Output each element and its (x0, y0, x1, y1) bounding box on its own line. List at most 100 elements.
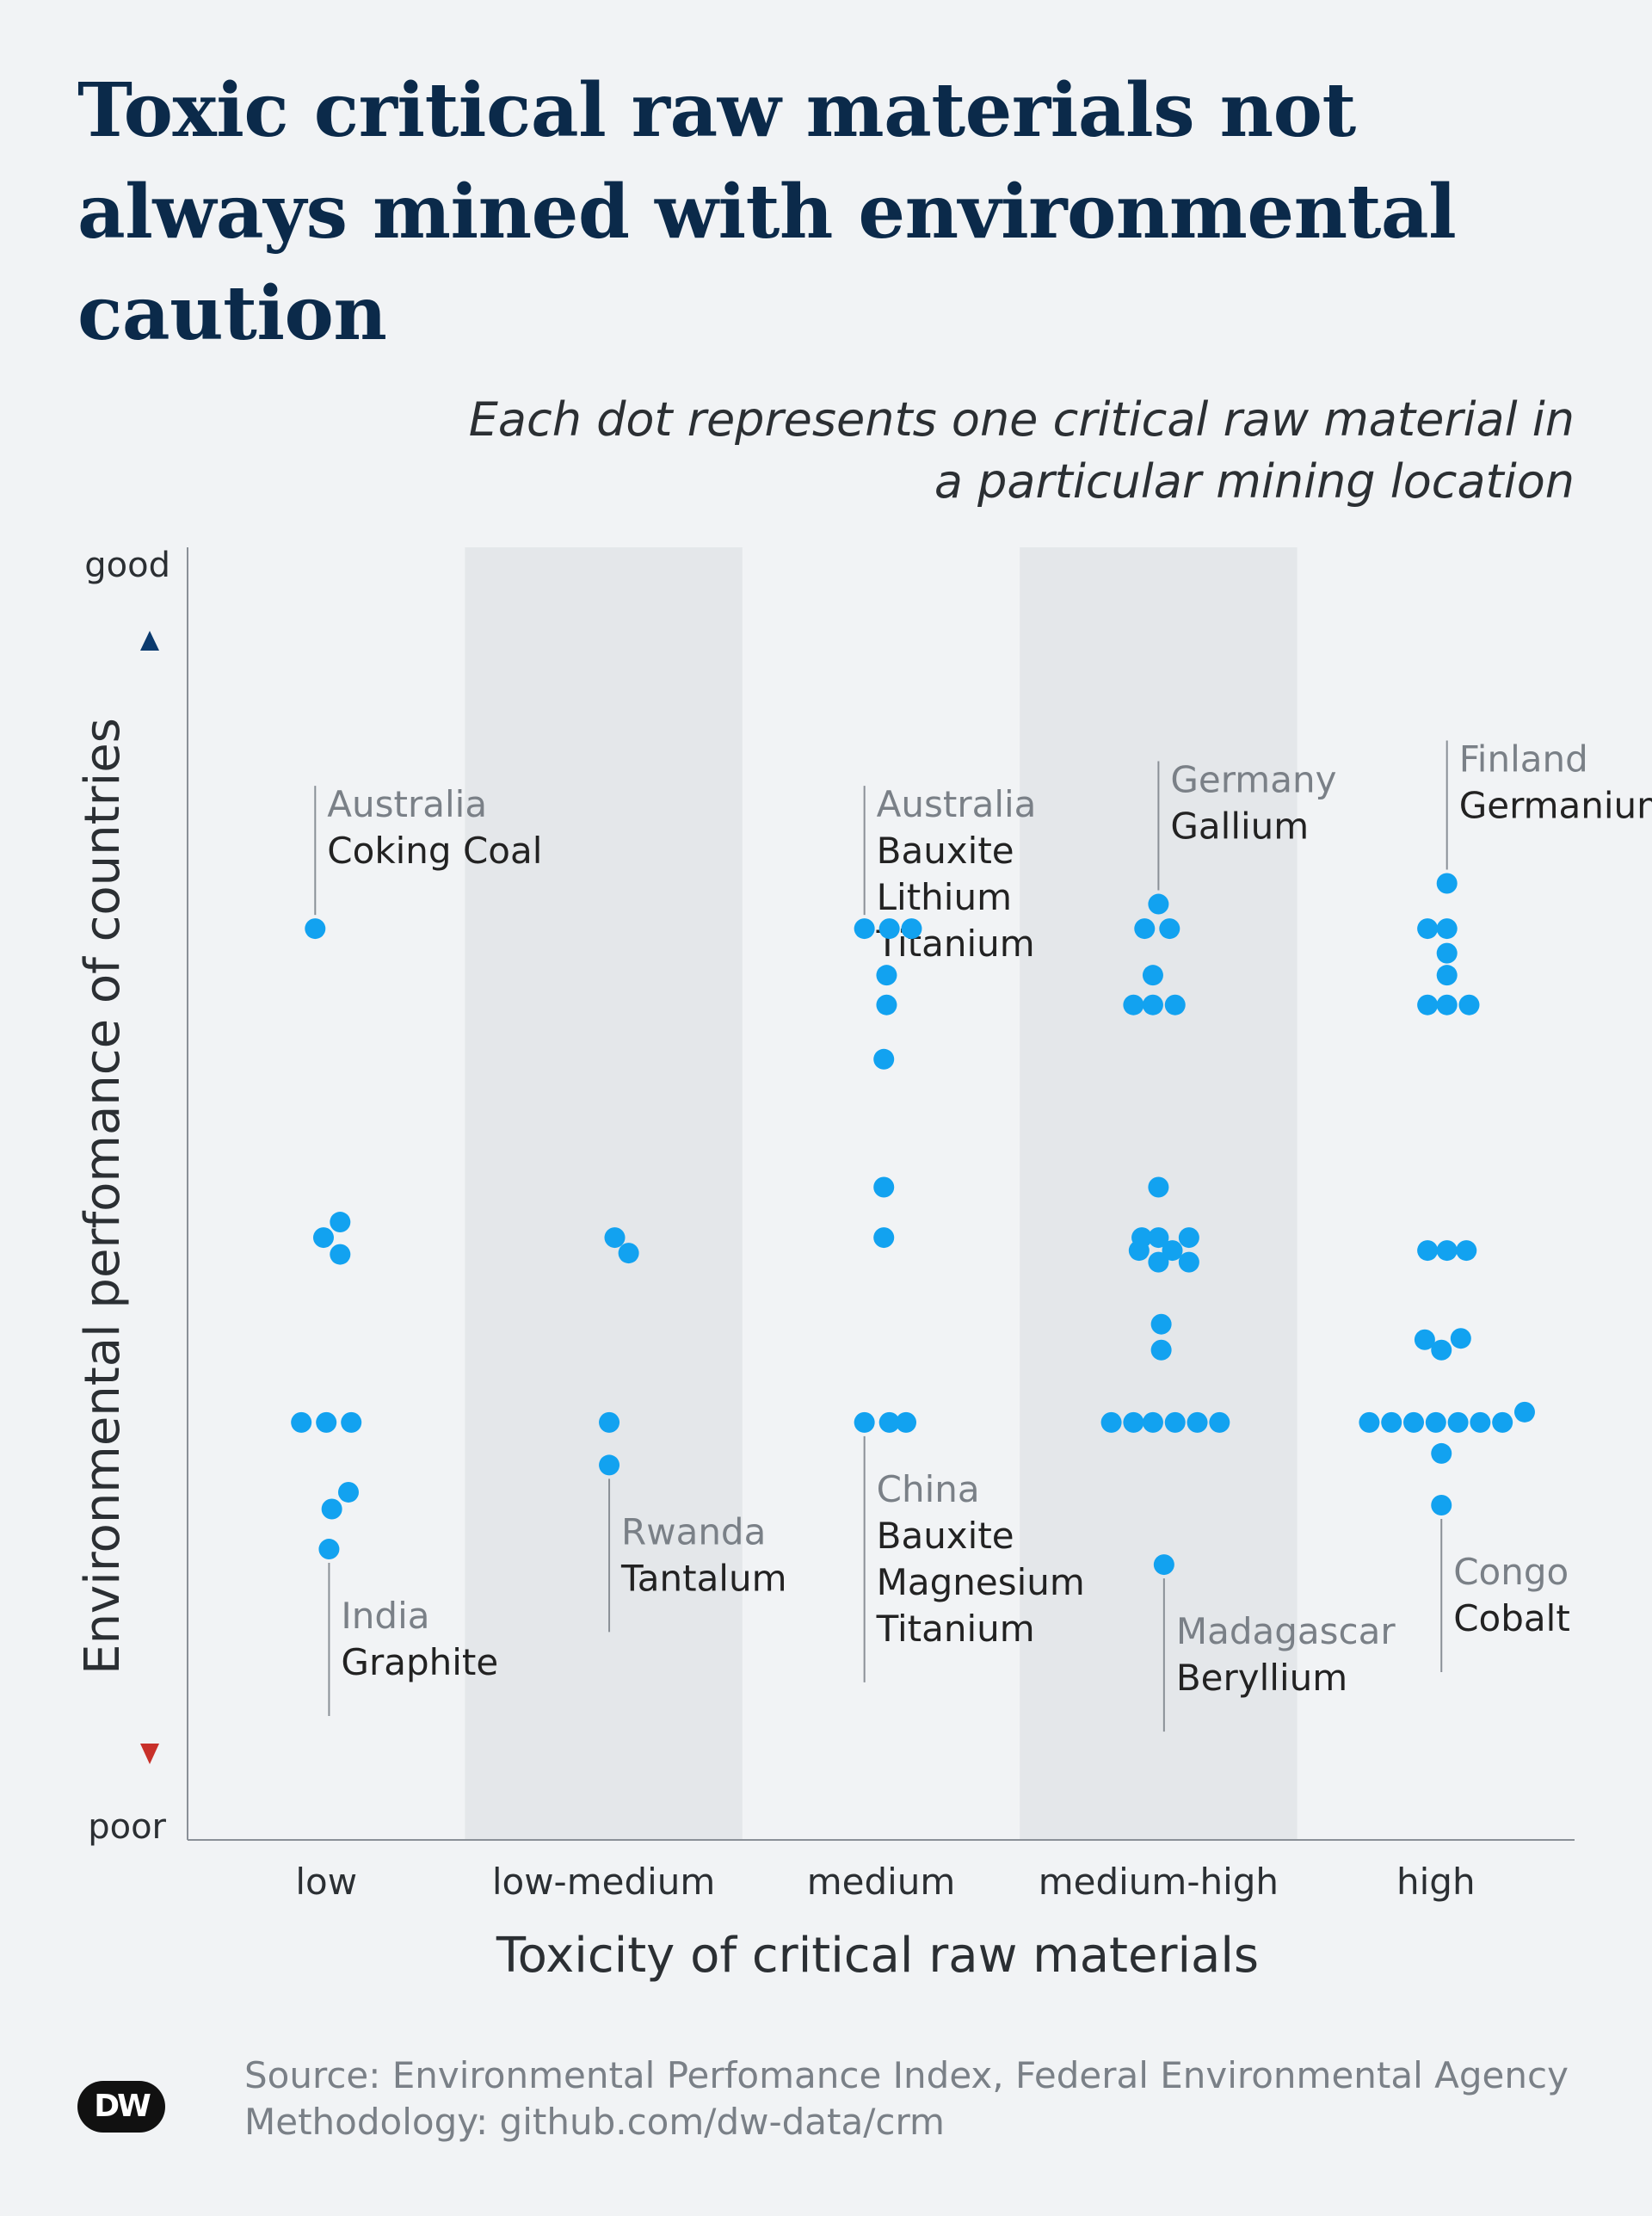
axis-labels: good poor Environmental perfomance of co… (75, 546, 1259, 1984)
x-tick-label-low-medium: low-medium (492, 1861, 716, 1903)
data-dot (854, 1411, 875, 1433)
data-dot (876, 994, 897, 1015)
data-dot (1150, 1339, 1172, 1361)
data-dot (1417, 918, 1439, 940)
data-dot (1431, 1494, 1452, 1515)
data-dot (599, 1411, 620, 1433)
data-dot (1513, 1401, 1535, 1423)
annotation-country: Finland (1459, 738, 1588, 781)
data-dot (901, 918, 922, 940)
data-dot (1436, 873, 1458, 894)
band-low-medium (465, 547, 743, 1840)
annotation-country: Rwanda (621, 1510, 766, 1552)
data-dot (1162, 1240, 1183, 1262)
chart-subtitle: Each dot represents one critical raw mat… (468, 392, 1575, 509)
data-dot (896, 1411, 917, 1433)
data-dot (1123, 994, 1144, 1015)
data-dot (291, 1411, 312, 1433)
data-dot (873, 1227, 895, 1249)
data-dot (873, 1176, 895, 1198)
data-dot (1209, 1411, 1230, 1433)
data-dot (1148, 1227, 1169, 1249)
annotation-material: Graphite (341, 1641, 498, 1683)
data-dot (1148, 1251, 1169, 1273)
x-axis-title: Toxicity of critical raw materials (496, 1928, 1259, 1984)
methodology-line: Methodology: github.com/dw-data/crm (244, 2101, 945, 2143)
data-dot (330, 1244, 351, 1265)
x-tick-label-high: high (1396, 1861, 1476, 1903)
source-note: Source: Environmental Perfomance Index, … (244, 2052, 1569, 2145)
data-dot (1492, 1411, 1513, 1433)
chart-title: Toxic critical raw materials not always … (77, 67, 1457, 357)
annotation-material: Bauxite (877, 830, 1014, 872)
data-dot (1178, 1227, 1199, 1249)
source-line: Source: Environmental Perfomance Index, … (244, 2054, 1569, 2096)
annotation-material: Coking Coal (327, 830, 542, 872)
y-axis-title: Environmental perfomance of countries (75, 718, 131, 1675)
data-dot (1100, 1411, 1122, 1433)
data-dot (1417, 1240, 1439, 1262)
data-dot (1142, 994, 1163, 1015)
data-dot (1431, 1442, 1452, 1464)
data-dot (1128, 1240, 1150, 1262)
annotation-country: Australia (327, 783, 487, 825)
annotation-country: India (341, 1595, 429, 1637)
data-dot (1450, 1328, 1471, 1349)
data-dot (1417, 994, 1439, 1015)
annotation-country: Germany (1170, 759, 1336, 801)
data-dot (1178, 1251, 1199, 1273)
x-tick-label-low: low (295, 1861, 357, 1903)
arrow-poor-head (140, 1744, 159, 1764)
data-dot (1148, 1176, 1169, 1198)
data-dot (321, 1498, 342, 1520)
data-dot (1187, 1411, 1208, 1433)
data-dot (318, 1539, 340, 1560)
data-dot (1150, 1313, 1172, 1335)
annotation-material: Gallium (1170, 806, 1309, 848)
annotation-material: Tantalum (620, 1557, 786, 1599)
data-dot (1456, 1240, 1477, 1262)
data-dot (878, 1411, 900, 1433)
data-dot (1381, 1411, 1402, 1433)
annotation-material: Cobalt (1453, 1597, 1570, 1639)
annotation-material: Germanium (1459, 785, 1652, 827)
annotation-country: Australia (877, 783, 1037, 825)
data-dot (1458, 994, 1480, 1015)
data-dot (1436, 1240, 1458, 1262)
data-dot (1148, 893, 1169, 915)
data-dot (1436, 942, 1458, 964)
annotation-material: Beryllium (1176, 1657, 1347, 1699)
y-bottom-label: poor (88, 1807, 166, 1847)
data-dot (1436, 994, 1458, 1015)
y-top-label: good (84, 546, 170, 585)
data-dot (618, 1243, 639, 1264)
annotation-material: Bauxite (877, 1515, 1014, 1557)
arrow-good-head (140, 631, 159, 651)
data-dot (341, 1411, 362, 1433)
data-dot (316, 1411, 337, 1433)
data-dot (1431, 1339, 1452, 1361)
data-dot (330, 1212, 351, 1233)
data-dot (1153, 1554, 1174, 1576)
data-dot (1142, 1411, 1163, 1433)
data-dot (1414, 1329, 1435, 1350)
data-dot (1123, 1411, 1144, 1433)
annotation-country: Madagascar (1176, 1610, 1396, 1652)
data-dot (312, 1227, 334, 1249)
dw-logo: DW (77, 2081, 165, 2133)
annotation-material: Magnesium (877, 1561, 1085, 1603)
annotation-country: China (877, 1468, 980, 1510)
x-tick-label-medium: medium (807, 1861, 956, 1903)
data-dot (305, 918, 326, 940)
data-dot (876, 965, 897, 986)
data-dot (1164, 994, 1186, 1015)
data-dot (1142, 965, 1163, 986)
chart-axes: low low-medium medium medium-high high (140, 547, 1575, 1903)
data-dot (1164, 1411, 1186, 1433)
data-dot (599, 1454, 620, 1476)
data-dot (1436, 918, 1458, 940)
data-dot (1447, 1411, 1469, 1433)
data-dot (1436, 965, 1458, 986)
